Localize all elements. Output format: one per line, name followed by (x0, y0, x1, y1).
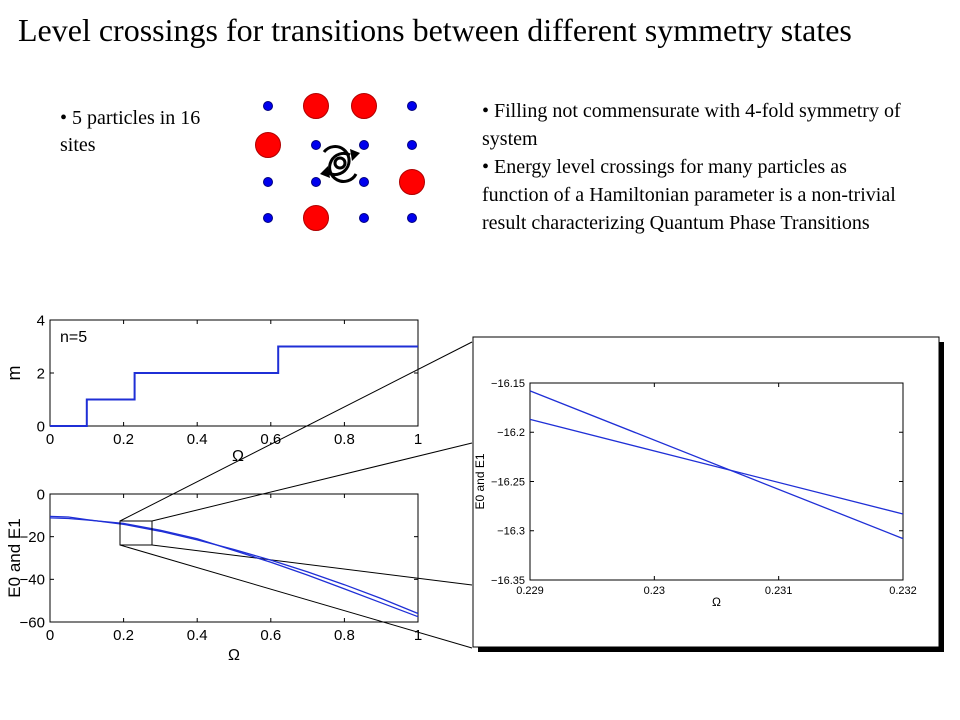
empty-site (407, 140, 417, 150)
empty-site (263, 101, 273, 111)
bullet-list-right: • Filling not commensurate with 4-fold s… (482, 97, 902, 237)
y-axis-label: E0 and E1 (5, 518, 24, 597)
x-tick-label: 0 (46, 431, 54, 448)
occupied-site (255, 132, 281, 158)
x-tick-label: 0 (46, 627, 54, 644)
x-tick-label: 0.4 (187, 627, 208, 644)
empty-site (359, 140, 369, 150)
y-tick-label: 2 (37, 365, 45, 382)
y-tick-label: −20 (20, 529, 45, 546)
x-tick-label: 0.8 (334, 627, 355, 644)
empty-site (263, 213, 273, 223)
empty-site (359, 177, 369, 187)
series-line-0 (49, 515, 419, 615)
empty-site (407, 213, 417, 223)
x-tick-label: 0.229 (516, 585, 544, 597)
plot-frame (49, 493, 419, 623)
zoom-connectors (119, 341, 473, 649)
y-tick-label: −16.15 (491, 378, 525, 390)
y-tick-label: 0 (37, 418, 45, 435)
occupied-site (351, 93, 377, 119)
empty-site (263, 177, 273, 187)
series-line-1 (49, 517, 419, 618)
x-tick-label: 1 (414, 627, 422, 644)
empty-site (407, 101, 417, 111)
x-tick-label: 0.6 (260, 431, 281, 448)
zoom-box (119, 520, 153, 546)
x-tick-label: 0.2 (113, 627, 134, 644)
magnetization-chart: 0 0.2 0.4 0.6 0.8 1 0 2 4 Ωm n=5 (4, 312, 422, 465)
slide-title: Level crossings for transitions between … (18, 12, 852, 48)
x-tick-label: 0.8 (334, 431, 355, 448)
x-tick-label: 1 (414, 431, 422, 448)
y-tick-label: −40 (20, 572, 45, 589)
rotation-icon (320, 145, 360, 183)
bullet-particles: • 5 particles in 16 sites (60, 107, 201, 156)
series-line-0 (529, 390, 904, 540)
x-axis-label: Ω (228, 647, 240, 664)
x-axis-label: Ω (712, 595, 721, 609)
energy-chart: 0 0.2 0.4 0.6 0.8 1 0 −20 −40 −60 Ω E0 and E1 (5, 486, 422, 664)
y-tick-label: −16.25 (491, 476, 525, 488)
occupied-site (399, 169, 425, 195)
y-tick-label: −16.2 (497, 427, 525, 439)
occupied-site (303, 93, 329, 119)
y-tick-label: −16.35 (491, 575, 525, 587)
empty-site (311, 177, 321, 187)
x-tick-label: 0.2 (113, 431, 134, 448)
x-axis-label: Ω (232, 448, 244, 465)
x-tick-label: 0.23 (644, 585, 665, 597)
inset-frame (472, 336, 944, 652)
y-tick-label: 0 (37, 486, 45, 503)
x-tick-label: 0.232 (889, 585, 917, 597)
empty-site (359, 213, 369, 223)
x-tick-label: 0.231 (765, 585, 793, 597)
series-line-1 (529, 418, 904, 515)
y-axis-label: E0 and E1 (473, 453, 487, 509)
bullet-filling: • Filling not commensurate with 4-fold s… (482, 100, 901, 150)
crossing-zoom-chart: 0.229 0.23 0.231 0.232 −16.15 −16.2 −16.25 −16.… (473, 378, 917, 609)
x-tick-label: 0.4 (187, 431, 208, 448)
y-tick-label: −16.3 (497, 526, 525, 538)
bullet-energy-crossings: • Energy level crossings for many partic… (482, 156, 896, 234)
y-tick-label: −60 (20, 614, 45, 631)
series-line-0 (50, 345, 418, 427)
lattice-diagram (255, 93, 425, 231)
chart-annotation: n=5 (60, 329, 87, 346)
x-tick-label: 0.6 (260, 627, 281, 644)
occupied-site (303, 205, 329, 231)
empty-site (311, 140, 321, 150)
y-axis-label: m (4, 366, 24, 381)
y-tick-label: 4 (37, 312, 45, 329)
